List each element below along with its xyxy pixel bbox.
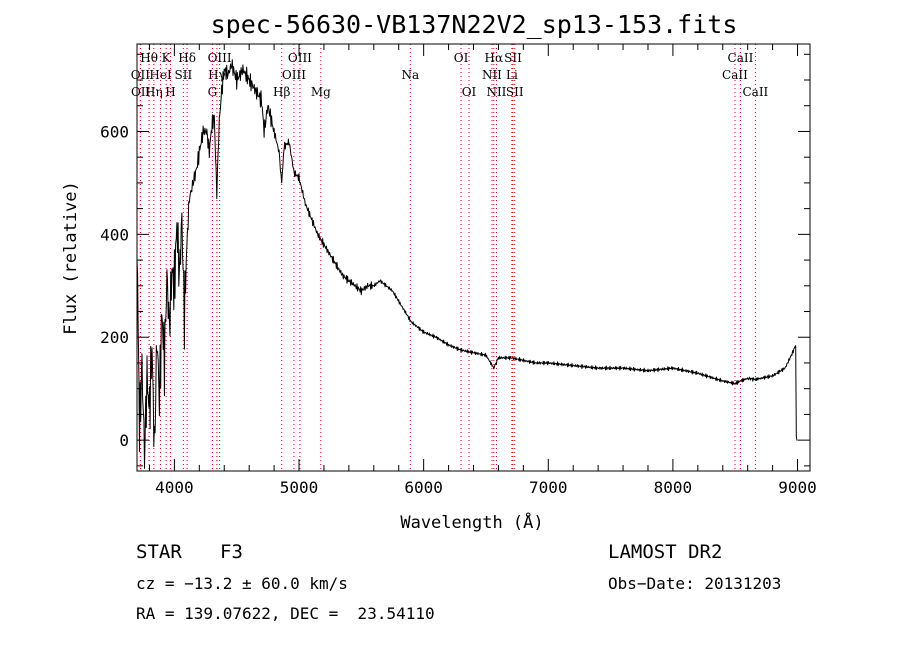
spectral-line-label-26: CaII xyxy=(722,68,748,82)
y-axis-label: Flux (relative) xyxy=(61,181,81,335)
spectral-line-label-10: Hγ xyxy=(208,68,226,82)
object-subclass: F3 xyxy=(220,541,243,563)
x-tick-label-2: 6000 xyxy=(404,478,443,497)
spectral-line-label-12: Hβ xyxy=(273,85,290,99)
spectral-line-label-2: OII xyxy=(131,85,151,99)
survey-name: LAMOST DR2 xyxy=(608,541,723,563)
spectral-line-label-23: Li xyxy=(506,68,518,82)
spectral-line-label-18: OI xyxy=(462,85,477,99)
spectral-line-label-13: OIII xyxy=(288,51,312,65)
spectral-line-label-1: OII xyxy=(131,68,151,82)
spectral-line-markers xyxy=(139,44,756,471)
y-tick-label-2: 400 xyxy=(100,225,129,244)
spectral-line-label-21: NII xyxy=(486,85,506,99)
redshift-readout: cz = −13.2 ± 60.0 km/s xyxy=(136,574,348,593)
spectral-line-label-24: SII xyxy=(506,85,524,99)
spectral-line-label-20: NII xyxy=(482,68,502,82)
plot-frame xyxy=(136,43,811,472)
x-axis-label: Wavelength (Å) xyxy=(400,511,543,533)
x-tick-label-3: 7000 xyxy=(529,478,568,497)
spectral-line-label-4: Hη xyxy=(145,85,163,99)
x-tick-label-4: 8000 xyxy=(654,478,693,497)
spectral-line-label-11: G xyxy=(208,85,218,99)
y-tick-label-3: 600 xyxy=(100,122,129,141)
spectral-line-label-9: OIII xyxy=(208,51,232,65)
spectral-line-label-16: Na xyxy=(401,68,419,82)
spectral-line-label-3: HeI xyxy=(149,68,172,82)
spectral-line-label-8: Hδ xyxy=(178,51,196,65)
spectral-line-label-7: SII xyxy=(175,68,193,82)
spectral-line-label-19: Hα xyxy=(485,51,504,65)
spectrum-series xyxy=(136,59,798,469)
spectral-line-label-15: Mg xyxy=(311,85,331,99)
spectral-line-label-6: H xyxy=(165,85,175,99)
y-tick-label-1: 200 xyxy=(100,328,129,347)
spectrum-line-0 xyxy=(136,59,798,469)
spectral-line-label-27: CaII xyxy=(742,85,768,99)
x-tick-label-5: 9000 xyxy=(778,478,817,497)
spectral-line-label-14: OIII xyxy=(282,68,306,82)
plot-axes: 4000 5000 6000 7000 8000 9000 0 200 400 600 xyxy=(100,43,817,497)
spectral-line-label-0: Hθ xyxy=(140,51,158,65)
spectral-line-label-5: K xyxy=(162,51,172,65)
chart-title: spec-56630-VB137N22V2_sp13-153.fits xyxy=(211,10,738,39)
spectral-line-label-22: SII xyxy=(504,51,522,65)
spectral-line-label-17: OI xyxy=(454,51,469,65)
y-tick-label-0: 0 xyxy=(119,431,129,450)
object-class: STAR xyxy=(136,541,182,563)
coordinates-readout: RA = 139.07622, DEC = 23.54110 xyxy=(136,604,435,623)
x-tick-label-0: 4000 xyxy=(155,478,194,497)
obs-date: Obs−Date: 20131203 xyxy=(608,574,782,593)
x-tick-label-1: 5000 xyxy=(280,478,319,497)
spectral-line-label-25: CaII xyxy=(728,51,754,65)
